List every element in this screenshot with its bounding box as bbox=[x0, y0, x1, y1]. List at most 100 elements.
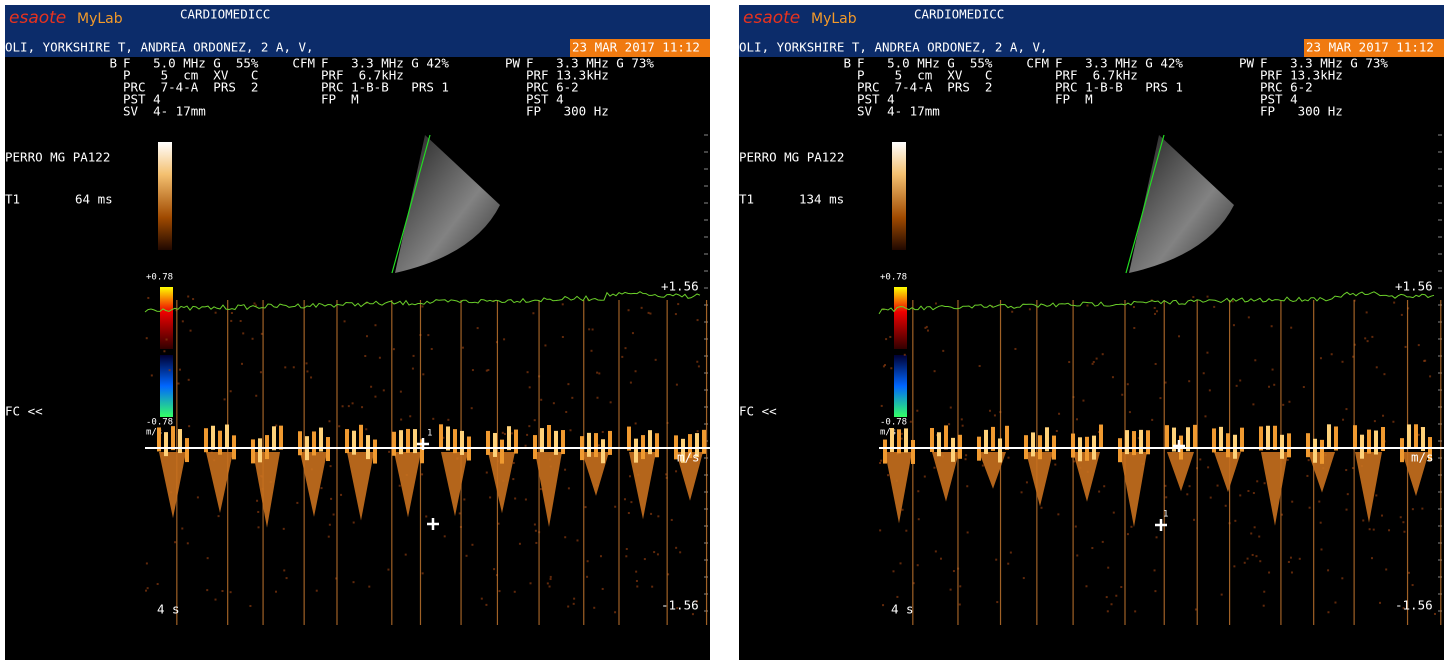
speckle bbox=[940, 558, 942, 560]
speckle bbox=[1232, 300, 1234, 302]
speckle bbox=[698, 365, 700, 367]
speckle bbox=[1383, 373, 1385, 375]
speckle bbox=[1247, 490, 1249, 492]
spectral-peak bbox=[1099, 425, 1103, 449]
spectral-peak bbox=[958, 435, 962, 459]
speckle bbox=[598, 444, 600, 446]
spectral-peak bbox=[944, 425, 948, 449]
speckle bbox=[677, 303, 679, 305]
speckle bbox=[1403, 531, 1405, 533]
speckle bbox=[364, 355, 366, 357]
spectral-peak bbox=[634, 439, 638, 463]
speckle bbox=[286, 577, 288, 579]
speckle bbox=[596, 372, 598, 374]
speckle bbox=[653, 551, 655, 553]
speckle bbox=[1405, 346, 1407, 348]
spectral-peak bbox=[1374, 430, 1378, 454]
speckle bbox=[432, 418, 434, 420]
mode-label: CFM bbox=[292, 56, 315, 71]
spectral-peak bbox=[251, 439, 255, 463]
speckle bbox=[187, 296, 189, 298]
spectral-peak bbox=[352, 431, 356, 455]
speckle bbox=[1026, 481, 1028, 483]
speckle bbox=[1207, 466, 1209, 468]
speckle bbox=[330, 465, 332, 467]
spectral-peak bbox=[655, 433, 659, 457]
spectral-peak bbox=[1266, 426, 1270, 450]
speckle bbox=[481, 598, 483, 600]
speckle bbox=[422, 572, 424, 574]
speckle bbox=[230, 390, 232, 392]
speckle bbox=[485, 604, 487, 606]
speckle bbox=[333, 514, 335, 516]
speckle bbox=[655, 359, 657, 361]
speckle bbox=[260, 371, 262, 373]
speckle bbox=[527, 371, 529, 373]
speckle bbox=[1217, 485, 1219, 487]
speckle bbox=[255, 395, 257, 397]
speckle bbox=[1373, 529, 1375, 531]
speckle bbox=[696, 361, 698, 363]
speckle bbox=[1379, 602, 1381, 604]
color-bar-neg bbox=[160, 355, 173, 417]
spectral-peak bbox=[702, 430, 706, 454]
spectral-peak bbox=[225, 425, 229, 449]
speckle bbox=[1371, 336, 1373, 338]
speckle bbox=[697, 430, 699, 432]
speckle bbox=[602, 431, 604, 433]
speckle bbox=[1418, 434, 1420, 436]
speckle bbox=[427, 334, 429, 336]
speckle bbox=[882, 604, 884, 606]
speckle bbox=[1085, 585, 1087, 587]
param-line: SV 4- 17mm bbox=[857, 104, 940, 119]
speckle bbox=[1291, 501, 1293, 503]
speckle bbox=[602, 588, 604, 590]
spectral-peak bbox=[601, 439, 605, 463]
speckle bbox=[1102, 353, 1104, 355]
speckle bbox=[1120, 586, 1122, 588]
speckle bbox=[514, 591, 516, 593]
speckle bbox=[1236, 385, 1238, 387]
spectral-peak bbox=[399, 430, 403, 454]
speckle bbox=[636, 580, 638, 582]
spectral-peak bbox=[547, 425, 551, 449]
speckle bbox=[614, 611, 616, 613]
speckle bbox=[218, 515, 220, 517]
color-min: -0.78 bbox=[146, 418, 173, 428]
speckle bbox=[967, 531, 969, 533]
speckle bbox=[1362, 519, 1364, 521]
speckle bbox=[221, 590, 223, 592]
rate: FC << bbox=[5, 404, 43, 419]
spectral-peak bbox=[883, 440, 887, 464]
speckle bbox=[927, 330, 929, 332]
speckle bbox=[1388, 529, 1390, 531]
doppler-max: +1.56 bbox=[661, 279, 699, 294]
param-line: SV 4- 17mm bbox=[123, 104, 206, 119]
speckle bbox=[547, 582, 549, 584]
speckle bbox=[1086, 305, 1088, 307]
logo-product: MyLab bbox=[811, 11, 857, 27]
speckle bbox=[188, 379, 190, 381]
speckle bbox=[182, 320, 184, 322]
doppler-unit: m/s bbox=[1411, 450, 1434, 465]
speckle bbox=[252, 338, 254, 340]
param-line: FP 300 Hz bbox=[1260, 104, 1343, 119]
speckle bbox=[1247, 558, 1249, 560]
speckle bbox=[422, 373, 424, 375]
spectral-peak bbox=[1233, 435, 1237, 459]
speckle bbox=[366, 335, 368, 337]
speckle bbox=[995, 559, 997, 561]
gray-scale-bar bbox=[158, 142, 172, 250]
speckle bbox=[917, 564, 919, 566]
spectral-peak bbox=[272, 426, 276, 450]
spectral-peak bbox=[897, 429, 901, 453]
speckle bbox=[316, 590, 318, 592]
speckle bbox=[961, 418, 963, 420]
speckle bbox=[215, 599, 217, 601]
spectral-peak bbox=[1118, 438, 1122, 462]
spectral-peak bbox=[406, 429, 410, 453]
speckle bbox=[576, 539, 578, 541]
speckle bbox=[296, 502, 298, 504]
spectral-peak bbox=[594, 433, 598, 457]
speckle bbox=[1096, 358, 1098, 360]
